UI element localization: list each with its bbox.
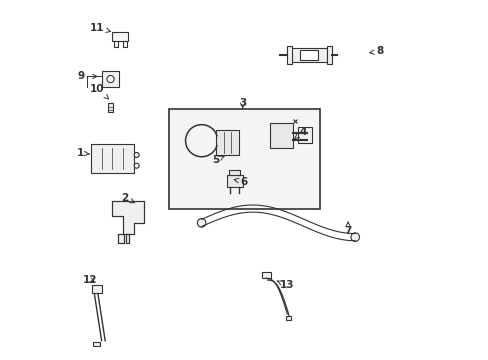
FancyBboxPatch shape: [298, 127, 312, 143]
Polygon shape: [118, 234, 123, 243]
Text: 7: 7: [344, 222, 351, 236]
Circle shape: [107, 76, 114, 83]
Text: 12: 12: [83, 275, 97, 285]
Circle shape: [134, 163, 139, 168]
Text: 3: 3: [239, 98, 246, 108]
FancyBboxPatch shape: [229, 170, 240, 175]
FancyBboxPatch shape: [216, 130, 239, 155]
FancyBboxPatch shape: [286, 46, 291, 64]
FancyBboxPatch shape: [290, 48, 326, 62]
FancyBboxPatch shape: [299, 50, 317, 60]
FancyBboxPatch shape: [102, 71, 119, 87]
Text: 13: 13: [277, 280, 294, 291]
Circle shape: [197, 219, 205, 227]
Text: 6: 6: [234, 177, 247, 187]
FancyBboxPatch shape: [112, 32, 128, 41]
Text: 10: 10: [90, 84, 108, 99]
Text: 1: 1: [77, 148, 89, 158]
FancyBboxPatch shape: [326, 46, 331, 64]
Circle shape: [134, 153, 139, 157]
Circle shape: [350, 233, 359, 242]
Bar: [93, 342, 100, 346]
FancyBboxPatch shape: [169, 109, 319, 208]
Polygon shape: [112, 202, 144, 234]
Bar: [262, 272, 271, 278]
FancyBboxPatch shape: [269, 123, 292, 148]
Bar: [285, 316, 290, 320]
Text: 11: 11: [90, 23, 110, 33]
FancyBboxPatch shape: [226, 175, 242, 187]
Text: 9: 9: [77, 71, 97, 81]
Bar: [114, 41, 118, 47]
Text: 8: 8: [369, 46, 383, 57]
Text: 4: 4: [294, 127, 306, 139]
Bar: [91, 285, 102, 293]
Polygon shape: [125, 234, 129, 243]
Bar: [107, 103, 113, 112]
Text: 2: 2: [121, 193, 134, 203]
Bar: [122, 41, 127, 47]
Text: 5: 5: [212, 156, 224, 165]
FancyBboxPatch shape: [91, 144, 134, 173]
